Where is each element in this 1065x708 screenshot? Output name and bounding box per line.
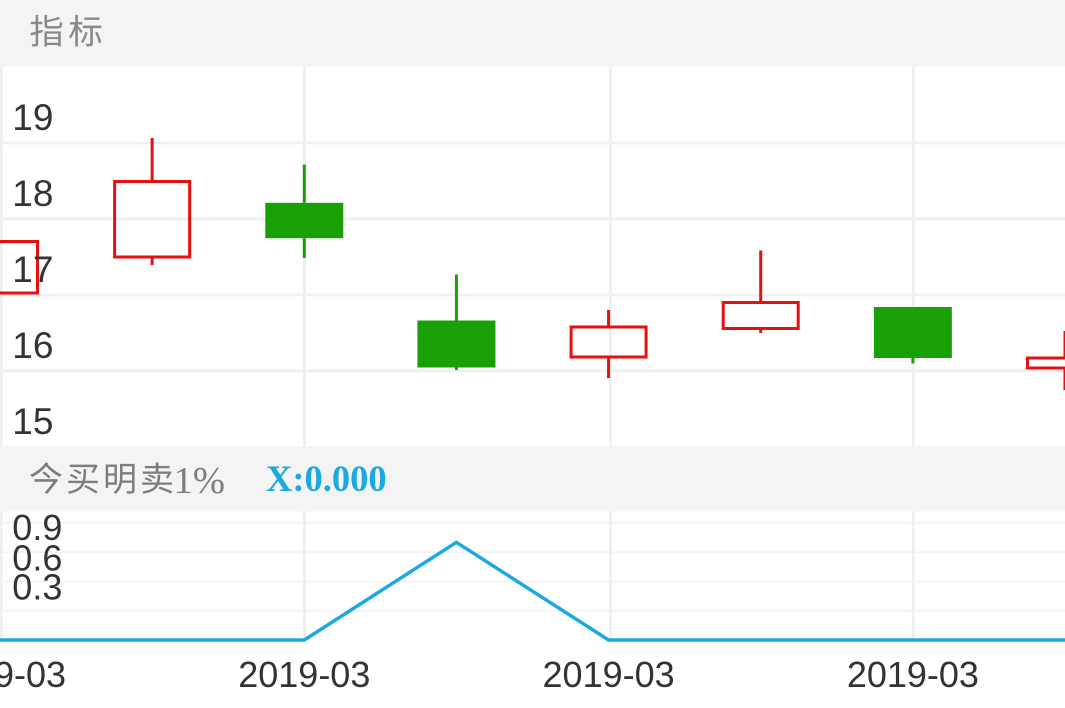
svg-text:0.6: 0.6 xyxy=(12,537,62,578)
svg-text:2019-03: 2019-03 xyxy=(543,654,675,695)
svg-text:18: 18 xyxy=(12,173,53,214)
svg-text:16: 16 xyxy=(12,325,53,366)
svg-text:0.3: 0.3 xyxy=(12,566,62,607)
svg-text:15: 15 xyxy=(12,401,53,442)
svg-text:0.9: 0.9 xyxy=(12,507,62,548)
svg-text:19: 19 xyxy=(12,97,53,138)
svg-text:2019-03: 2019-03 xyxy=(0,654,66,695)
svg-text:X:0.000: X:0.000 xyxy=(266,458,387,499)
svg-text:17: 17 xyxy=(12,249,53,290)
svg-text:1%: 1% xyxy=(174,460,225,502)
svg-text:2019-03: 2019-03 xyxy=(238,654,370,695)
svg-text:2019-03: 2019-03 xyxy=(847,654,979,695)
